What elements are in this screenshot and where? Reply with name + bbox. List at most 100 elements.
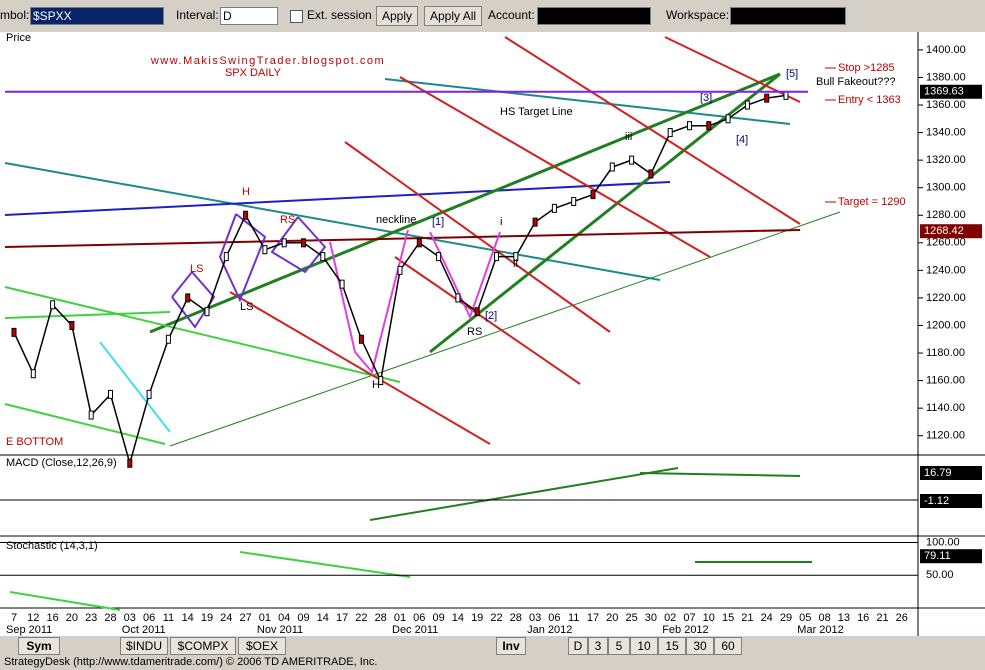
annotation: H — [242, 186, 250, 198]
x-tick-label: 16 — [46, 612, 58, 624]
annotation: LS — [190, 263, 203, 275]
candle — [262, 245, 268, 255]
x-tick-label: 24 — [220, 612, 232, 624]
tab[interactable]: Inv — [496, 637, 526, 655]
symbol-label: mbol: — [0, 8, 30, 22]
annotation: [4] — [736, 134, 748, 146]
x-tick-label: 21 — [741, 612, 753, 624]
candle — [281, 238, 287, 248]
tab[interactable]: $INDU — [120, 637, 168, 655]
x-tick-label: 08 — [818, 612, 830, 624]
y-tick-label: 1200.00 — [926, 319, 966, 331]
tab[interactable]: Sym — [18, 637, 60, 655]
annotation: Bull Fakeout??? — [816, 76, 896, 88]
y-tick-label: 50.00 — [926, 569, 954, 581]
x-tick-label: 01 — [259, 612, 271, 624]
candle — [378, 376, 384, 386]
candle — [532, 217, 538, 227]
value-tag-label: -1.12 — [924, 495, 949, 507]
y-tick-label: 1400.00 — [926, 44, 966, 56]
x-tick-label: 09 — [432, 612, 444, 624]
tab[interactable]: 3 — [588, 637, 608, 655]
candle — [455, 293, 461, 303]
annotation: neckline — [376, 214, 416, 226]
month-label: Nov 2011 — [257, 624, 303, 636]
x-tick-label: 05 — [799, 612, 811, 624]
candle — [243, 210, 249, 220]
tab[interactable]: 15 — [658, 637, 686, 655]
annotation: RS — [280, 214, 295, 226]
candle — [416, 238, 422, 248]
y-tick-label: 1300.00 — [926, 182, 966, 194]
candle — [706, 121, 712, 131]
checkbox[interactable] — [290, 10, 303, 23]
annotation: E BOTTOM — [6, 436, 63, 448]
candle — [513, 252, 519, 262]
y-tick-label: 1340.00 — [926, 126, 966, 138]
tab[interactable]: $COMPX — [170, 637, 236, 655]
y-tick-label: 1140.00 — [926, 402, 965, 414]
candle — [494, 252, 499, 262]
y-tick-label: 1180.00 — [926, 347, 965, 359]
x-tick-label: 22 — [355, 612, 367, 624]
y-tick-label: 1160.00 — [926, 375, 965, 387]
x-tick-label: 28 — [375, 612, 387, 624]
month-label: Feb 2012 — [662, 624, 708, 636]
tab[interactable]: $OEX — [238, 637, 286, 655]
account-input[interactable] — [537, 7, 651, 25]
annotation: H — [372, 379, 380, 391]
candle — [50, 300, 56, 310]
x-tick-label: 25 — [625, 612, 637, 624]
y-tick-label: 1240.00 — [926, 264, 966, 276]
x-tick-label: 13 — [838, 612, 850, 624]
workspace-input[interactable] — [730, 7, 846, 25]
chart-subtitle: SPX DAILY — [225, 67, 282, 79]
candle — [667, 128, 673, 138]
tab[interactable]: 60 — [714, 637, 742, 655]
y-tick-label: 1320.00 — [926, 154, 966, 166]
annotation: RS — [467, 326, 482, 338]
tab[interactable]: 10 — [630, 637, 658, 655]
tab[interactable]: D — [568, 637, 588, 655]
x-tick-label: 06 — [143, 612, 155, 624]
candle — [571, 196, 577, 206]
candle — [648, 169, 654, 179]
annotation: Entry < 1363 — [838, 94, 901, 106]
price-tag — [920, 224, 982, 239]
plot-bg — [0, 32, 918, 636]
x-tick-label: 03 — [124, 612, 136, 624]
x-tick-label: 24 — [761, 612, 773, 624]
symbol-input[interactable]: $SPXX — [30, 7, 164, 25]
x-tick-label: 21 — [876, 612, 888, 624]
month-label: Mar 2012 — [797, 624, 843, 636]
candle — [687, 121, 692, 131]
blog-text: www.MakisSwingTrader.blogspot.com — [150, 55, 385, 67]
x-tick-label: 28 — [104, 612, 116, 624]
tab[interactable]: 30 — [686, 637, 714, 655]
y-tick-label: 1120.00 — [926, 430, 965, 442]
x-tick-label: 7 — [11, 612, 17, 624]
candle — [590, 190, 596, 200]
apply-all-button[interactable]: Apply All — [424, 6, 483, 26]
macd-title: MACD (Close,12,26,9) — [6, 457, 117, 469]
value-tag — [920, 466, 982, 480]
annotation: LS — [240, 301, 253, 313]
annotation: [3] — [700, 92, 712, 104]
candle — [725, 114, 731, 124]
x-tick-label: 29 — [780, 612, 792, 624]
candle — [127, 458, 133, 468]
x-tick-label: 06 — [413, 612, 425, 624]
x-tick-label: 17 — [336, 612, 348, 624]
candle — [397, 265, 403, 275]
price-tag — [920, 84, 982, 99]
x-tick-label: 17 — [587, 612, 599, 624]
x-tick-label: 20 — [66, 612, 78, 624]
x-tick-label: 22 — [490, 612, 502, 624]
interval-input[interactable]: D — [220, 7, 278, 25]
apply-button[interactable]: Apply — [376, 6, 419, 26]
tab[interactable]: 5 — [608, 637, 630, 655]
y-tick-label: 1260.00 — [926, 237, 966, 249]
y-tick-label: 1360.00 — [926, 99, 966, 111]
x-tick-label: 14 — [317, 612, 329, 624]
candle — [320, 252, 326, 262]
